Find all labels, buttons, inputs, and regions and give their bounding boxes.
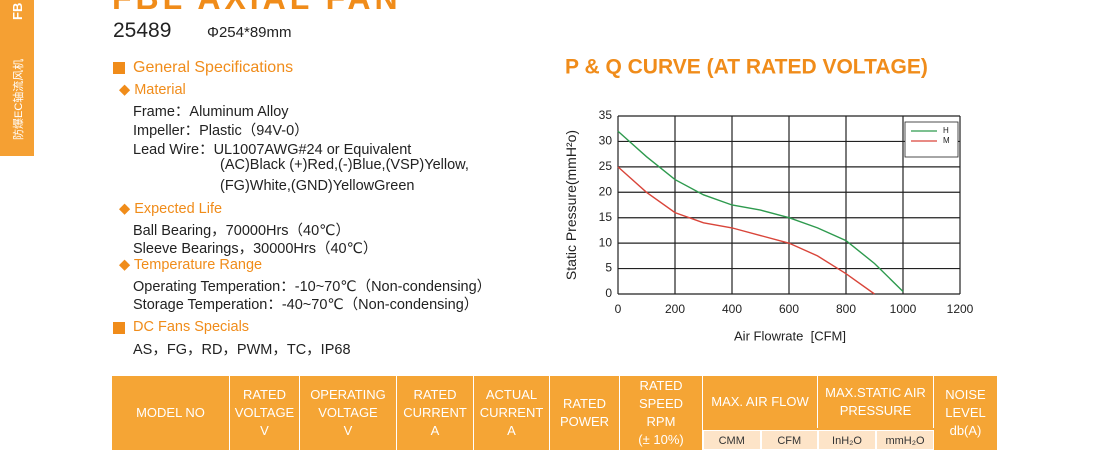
spec-line: (FG)White,(GND)YellowGreen bbox=[220, 178, 415, 194]
x-tick-label: 600 bbox=[779, 302, 799, 316]
table-header: NOISE LEVEL db(A) bbox=[934, 376, 998, 450]
table-header: OPERATING VOLTAGE V bbox=[300, 376, 397, 450]
x-tick-label: 800 bbox=[836, 302, 856, 316]
square-bullet bbox=[113, 62, 125, 74]
sub-heading-text: Temperature Range bbox=[133, 257, 263, 273]
y-tick-label: 35 bbox=[599, 108, 613, 122]
spec-line: Lead Wire：UL1007AWG#24 or Equivalent bbox=[133, 142, 412, 158]
curve bbox=[617, 166, 875, 295]
legend-box bbox=[904, 121, 959, 158]
x-tick-label: 0 bbox=[615, 302, 622, 316]
legend-label: M bbox=[943, 136, 950, 145]
sub-heading-text: Material bbox=[134, 82, 186, 98]
table-header: RATED VOLTAGE V bbox=[230, 376, 300, 450]
section-heading: General Specifications bbox=[133, 59, 294, 76]
table-subheader: mmH₂O bbox=[876, 430, 934, 450]
chart-title: P & Q CURVE (AT RATED VOLTAGE) bbox=[565, 56, 928, 79]
side-tab: 防爆EC轴流风机 FB bbox=[0, 0, 34, 156]
y-tick-label: 5 bbox=[605, 261, 612, 275]
table-header: RATED SPEED RPM (± 10%) bbox=[620, 376, 703, 450]
table-header: RATED POWER bbox=[550, 376, 620, 450]
table-header: RATED CURRENT A bbox=[397, 376, 474, 450]
legend-label: H bbox=[943, 126, 949, 135]
x-tick-label: 1000 bbox=[890, 302, 917, 316]
spec-line: Sleeve Bearings，30000Hrs（40℃） bbox=[133, 241, 378, 257]
table-header: MAX.STATIC AIR PRESSURE bbox=[818, 376, 934, 428]
y-tick-label: 20 bbox=[599, 184, 613, 198]
spec-line: Operating Temperation：-10~70℃（Non-conden… bbox=[133, 279, 492, 295]
curve bbox=[617, 130, 904, 292]
sub-heading: ◆ Temperature Range bbox=[119, 257, 263, 273]
chart: P & Q CURVE (AT RATED VOLTAGE) Static Pr… bbox=[563, 56, 974, 344]
x-tick-label: 400 bbox=[722, 302, 742, 316]
size: Φ254*89mm bbox=[207, 24, 292, 41]
y-tick-label: 15 bbox=[599, 210, 613, 224]
side-tab-code: FB bbox=[10, 3, 25, 20]
x-tick-label: 200 bbox=[665, 302, 685, 316]
table-header: ACTUAL CURRENT A bbox=[474, 376, 550, 450]
y-axis-title: Static Pressure(mmH²o) bbox=[563, 130, 579, 280]
sub-heading: ◆ Expected Life bbox=[119, 201, 223, 217]
title: FBL AXIAL FAN bbox=[112, 0, 402, 17]
x-axis-title: Air Flowrate [CFM] bbox=[734, 328, 846, 343]
table-subheader: CFM bbox=[760, 430, 818, 450]
table-subheader: InH₂O bbox=[818, 430, 876, 450]
y-tick-label: 30 bbox=[599, 134, 613, 148]
table-header: MAX. AIR FLOW bbox=[703, 376, 818, 428]
spec-line: AS，FG，RD，PWM，TC，IP68 bbox=[133, 342, 351, 358]
table-subheader: CMM bbox=[703, 430, 761, 450]
square-bullet bbox=[113, 322, 125, 334]
y-tick-label: 25 bbox=[599, 159, 613, 173]
sub-heading: DC Fans Specials bbox=[133, 319, 250, 335]
side-tab-text: 防爆EC轴流风机 bbox=[11, 59, 25, 140]
spec-table: MODEL NO RATED VOLTAGE V OPERATING VOLTAGE… bbox=[112, 376, 998, 450]
table-header: MODEL NO bbox=[112, 376, 230, 450]
sub-heading: ◆ Material bbox=[119, 82, 186, 98]
spec-line: Ball Bearing，70000Hrs（40℃） bbox=[133, 223, 350, 239]
spec-line: Impeller：Plastic（94V-0） bbox=[133, 123, 309, 139]
y-tick-label: 0 bbox=[605, 286, 612, 300]
x-tick-label: 1200 bbox=[947, 302, 974, 316]
spec-line: Storage Temperation：-40~70℃（Non-condensi… bbox=[133, 297, 479, 313]
y-tick-label: 10 bbox=[599, 235, 613, 249]
model: 25489 bbox=[113, 19, 172, 42]
sub-heading-text: Expected Life bbox=[134, 201, 223, 217]
spec-line: (AC)Black (+)Red,(-)Blue,(VSP)Yellow, bbox=[220, 157, 469, 173]
spec-line: Frame：Aluminum Alloy bbox=[133, 104, 289, 120]
